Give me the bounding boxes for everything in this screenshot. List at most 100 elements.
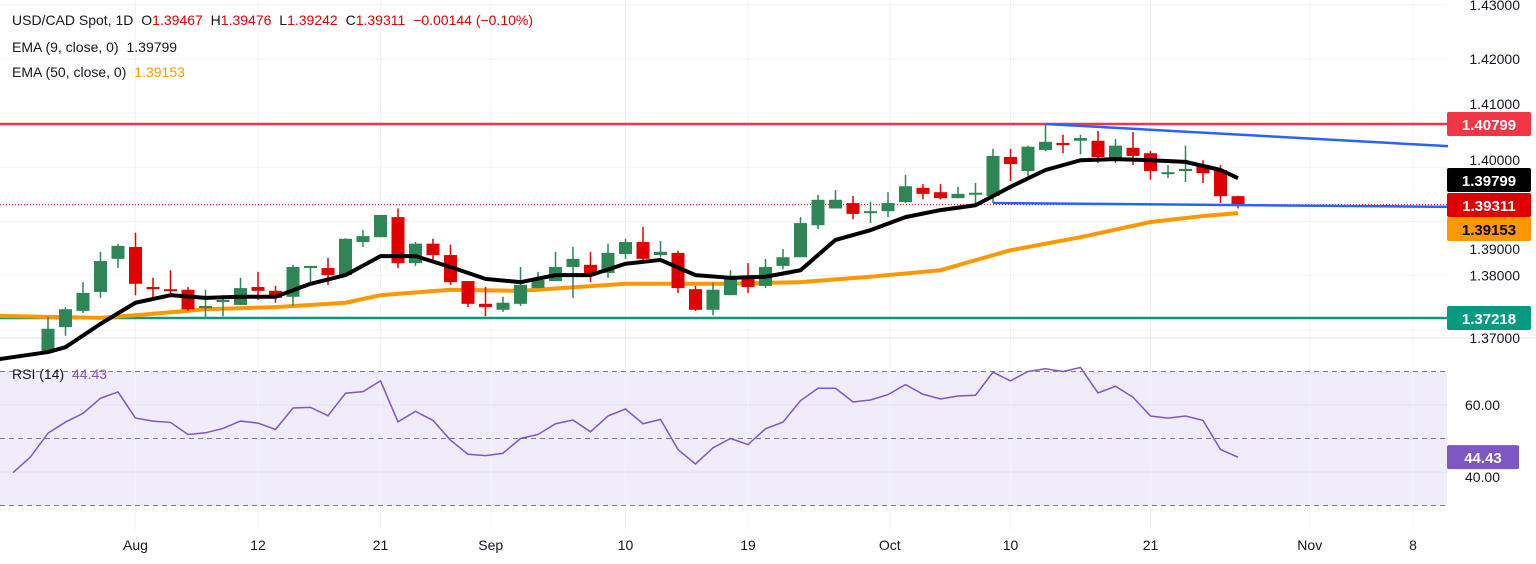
high-value: 1.39476: [220, 12, 272, 28]
rsi-line: [12, 366, 1239, 474]
candle-up: [881, 203, 895, 212]
candle-up: [199, 305, 212, 309]
candle-up: [1161, 172, 1175, 175]
candle-down: [689, 289, 702, 310]
candle-up: [216, 300, 230, 303]
high-label: H: [210, 12, 221, 28]
support-price-label: 1.37218: [1462, 311, 1516, 328]
time-tick-label: 19: [740, 537, 756, 553]
rsi-tick-label: 60.00: [1465, 397, 1500, 413]
resistance-price-label: 1.40799: [1462, 117, 1516, 134]
candle-up: [829, 199, 842, 209]
candle-up: [111, 245, 125, 259]
rsi-value: 44.43: [72, 366, 108, 382]
candle-down: [846, 203, 860, 214]
candle-down: [251, 287, 265, 291]
candle-down: [129, 246, 142, 284]
time-tick-label: 21: [373, 537, 389, 553]
candle-up: [899, 186, 912, 202]
rsi-tick-label: 40.00: [1465, 469, 1500, 485]
candle-down: [269, 290, 282, 298]
candle-down: [146, 287, 160, 290]
ema50-legend[interactable]: EMA (50, close, 0) 1.39153: [12, 64, 189, 80]
time-tick-label: 8: [1409, 537, 1417, 553]
candle-up: [339, 238, 352, 276]
candle-down: [1214, 169, 1227, 197]
upper-trendline: [1045, 122, 1449, 148]
candle-up: [1039, 141, 1052, 150]
candle-down: [479, 303, 492, 308]
time-tick-label: 12: [250, 537, 266, 553]
candle-down: [321, 268, 335, 276]
candle-down: [181, 289, 195, 310]
symbol-legend: USD/CAD Spot, 1D O1.39467 H1.39476 L1.39…: [12, 12, 537, 28]
candle-down: [1091, 140, 1105, 157]
candle-down: [164, 289, 177, 292]
close-label: C: [345, 12, 356, 28]
candle-up: [1109, 145, 1122, 160]
candle-up: [76, 292, 90, 311]
candle-up: [94, 261, 107, 292]
time-tick-label: 10: [618, 537, 634, 553]
price-tick-label: 1.38000: [1469, 268, 1520, 284]
ema9-line: [0, 157, 1239, 361]
candle-up: [304, 265, 317, 269]
candle-up: [409, 243, 422, 264]
candle-up: [811, 199, 825, 226]
time-tick-label: Sep: [478, 537, 503, 553]
rsi-value-label-bg: [1447, 445, 1519, 470]
low-value: 1.39242: [287, 12, 338, 28]
candle-down: [391, 217, 405, 264]
candle-down: [934, 192, 947, 199]
candle-up: [59, 309, 72, 328]
candle-down: [636, 242, 650, 259]
symbol-title: USD/CAD Spot, 1D: [12, 12, 134, 28]
ema9-value: 1.39799: [126, 39, 178, 55]
ema9-legend[interactable]: EMA (9, close, 0) 1.39799: [12, 39, 181, 55]
ema9-price-label: 1.39799: [1462, 173, 1516, 190]
candle-up: [654, 251, 667, 256]
ema50-label: EMA (50, close, 0): [12, 64, 127, 80]
ema50-value: 1.39153: [134, 64, 185, 80]
candle-down: [741, 277, 755, 288]
price-tick-label: 1.41000: [1469, 96, 1520, 112]
candle-down: [1231, 196, 1245, 205]
candle-up: [706, 289, 720, 310]
price-tick-label: 1.42000: [1469, 51, 1520, 67]
open-label: O: [141, 12, 153, 28]
rsi-label: RSI (14): [12, 366, 65, 382]
candle-up: [619, 242, 632, 254]
candle-up: [1179, 168, 1192, 172]
ema50-price-label-bg: [1447, 217, 1531, 241]
candle-down: [1196, 165, 1210, 174]
time-tick-label: Aug: [123, 537, 148, 553]
ema9-label: EMA (9, close, 0): [12, 39, 119, 55]
low-label: L: [279, 12, 288, 28]
candle-down: [671, 252, 685, 289]
time-tick-label: 10: [1003, 537, 1019, 553]
price-tick-label: 1.39000: [1469, 241, 1520, 257]
candle-up: [794, 223, 807, 258]
change-value: −0.00144 (−0.10%): [413, 12, 534, 28]
candle-down: [916, 187, 930, 194]
last-price-label: 1.39311: [1462, 198, 1515, 215]
price-tick-label: 1.40000: [1469, 152, 1520, 168]
last-price-label-bg: [1447, 193, 1531, 217]
support-price-label-bg: [1447, 306, 1531, 331]
candle-down: [426, 243, 440, 256]
candle-up: [724, 277, 737, 296]
candle-up: [374, 214, 387, 238]
rsi-legend[interactable]: RSI (14) 44.43: [12, 366, 111, 382]
candle-up: [776, 257, 790, 266]
resistance-price-label-bg: [1447, 112, 1531, 136]
candle-up: [496, 302, 510, 310]
candle-up: [514, 284, 527, 304]
candle-up: [864, 211, 877, 214]
candle-down: [1056, 142, 1070, 146]
candle-up: [41, 328, 55, 353]
candle-up: [356, 236, 370, 243]
time-tick-label: 21: [1143, 537, 1159, 553]
time-tick-label: Oct: [879, 537, 901, 553]
ema9-price-label-bg: [1447, 168, 1531, 192]
